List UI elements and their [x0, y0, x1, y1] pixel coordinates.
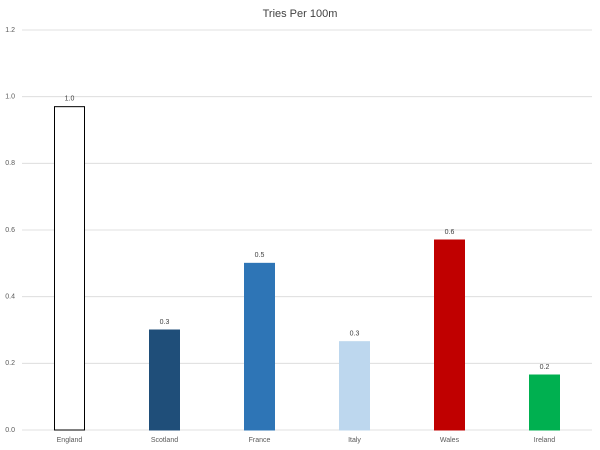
value-label: 0.6 [445, 229, 455, 236]
y-tick-label: 0.2 [5, 360, 15, 367]
y-tick-label: 0.8 [5, 160, 15, 167]
x-tick-label: Scotland [151, 437, 178, 444]
x-tick-label: Italy [348, 437, 361, 444]
y-tick-label: 0.0 [5, 427, 15, 434]
value-label: 0.5 [255, 252, 265, 259]
y-tick-label: 0.6 [5, 227, 15, 234]
bar [149, 329, 180, 431]
value-label: 0.3 [160, 319, 170, 326]
value-label: 1.0 [65, 96, 75, 103]
bar [339, 341, 370, 431]
x-tick-label: France [249, 437, 271, 444]
x-tick-label: Ireland [534, 437, 556, 444]
x-tick-label: England [57, 437, 83, 444]
y-tick-label: 1.2 [5, 27, 15, 34]
bar [434, 239, 465, 431]
value-label: 0.3 [350, 331, 360, 338]
y-tick-label: 0.4 [5, 294, 15, 301]
chart-title: Tries Per 100m [263, 8, 338, 20]
bar [54, 106, 85, 431]
value-label: 0.2 [540, 364, 550, 371]
y-tick-label: 1.0 [5, 94, 15, 101]
bar [244, 262, 275, 431]
bar [529, 374, 560, 431]
x-tick-label: Wales [440, 437, 460, 444]
